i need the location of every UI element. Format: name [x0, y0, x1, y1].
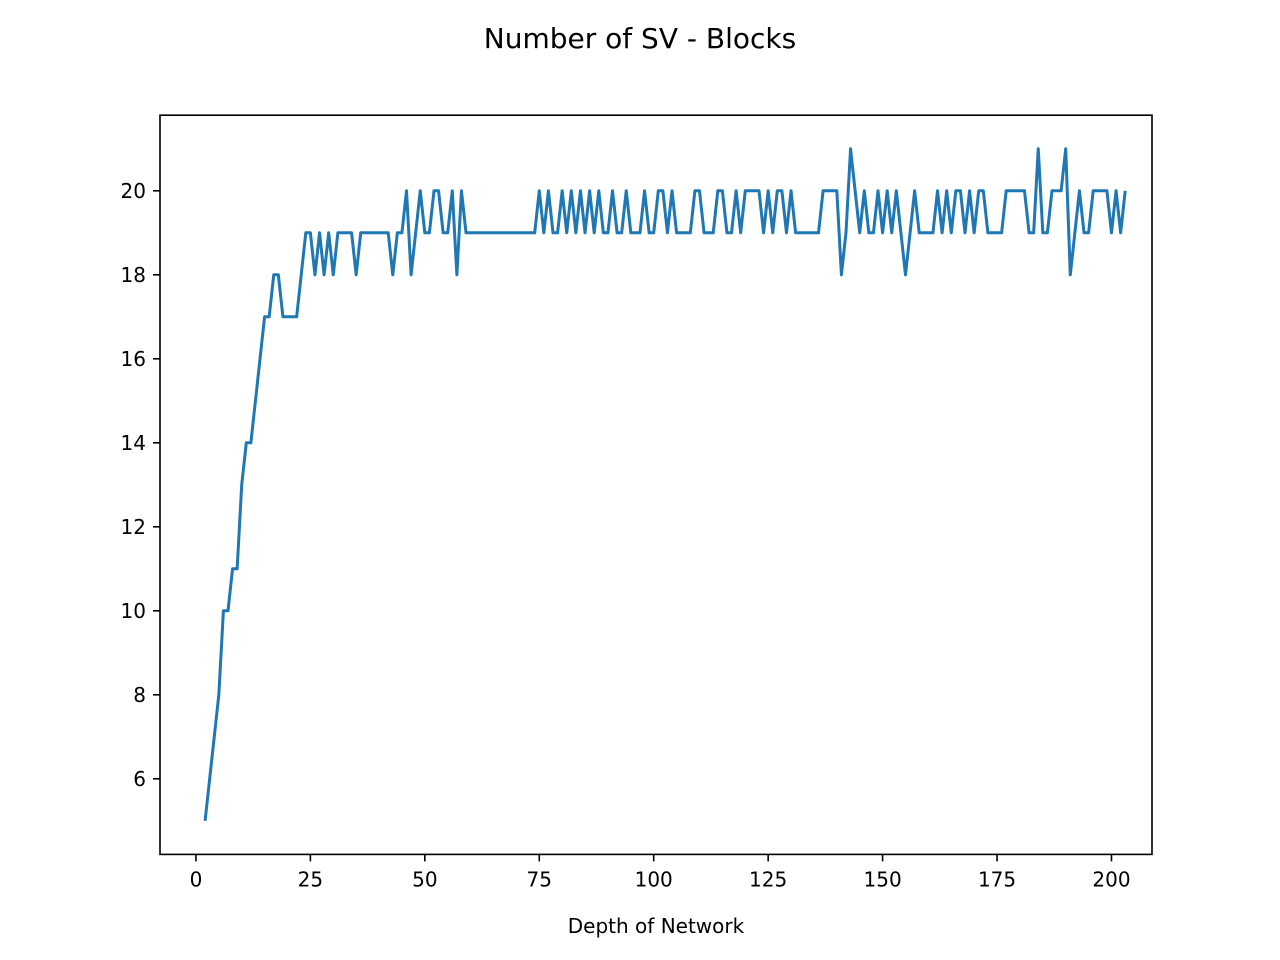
plot-frame	[159, 114, 1153, 856]
x-tick-label: 25	[298, 867, 323, 891]
x-tick-label: 100	[635, 867, 673, 891]
x-tick-label: 75	[527, 867, 552, 891]
y-tick-label: 6	[133, 767, 146, 791]
y-tick-label: 20	[121, 179, 146, 203]
y-axis: 6 8 10 12 14 16 18 20	[121, 179, 160, 791]
x-axis: 0 25 50 75 100 125 150 175 200	[190, 854, 1131, 891]
y-tick-label: 10	[121, 599, 146, 623]
y-tick-label: 14	[121, 431, 146, 455]
x-tick-label: 50	[412, 867, 437, 891]
y-tick-label: 8	[133, 683, 146, 707]
x-axis-title: Depth of Network	[568, 914, 745, 938]
plot-area	[160, 115, 1152, 855]
y-tick-label: 18	[121, 263, 146, 287]
y-tick-label: 16	[121, 347, 146, 371]
line-layer	[203, 147, 1127, 821]
x-tick-label: 150	[864, 867, 902, 891]
series-line	[203, 147, 1127, 821]
x-tick-label: 125	[749, 867, 787, 891]
chart-title: Number of SV - Blocks	[484, 22, 796, 55]
x-tick-label: 200	[1092, 867, 1130, 891]
x-tick-label: 0	[190, 867, 203, 891]
x-tick-label: 175	[978, 867, 1016, 891]
y-tick-label: 12	[121, 515, 146, 539]
